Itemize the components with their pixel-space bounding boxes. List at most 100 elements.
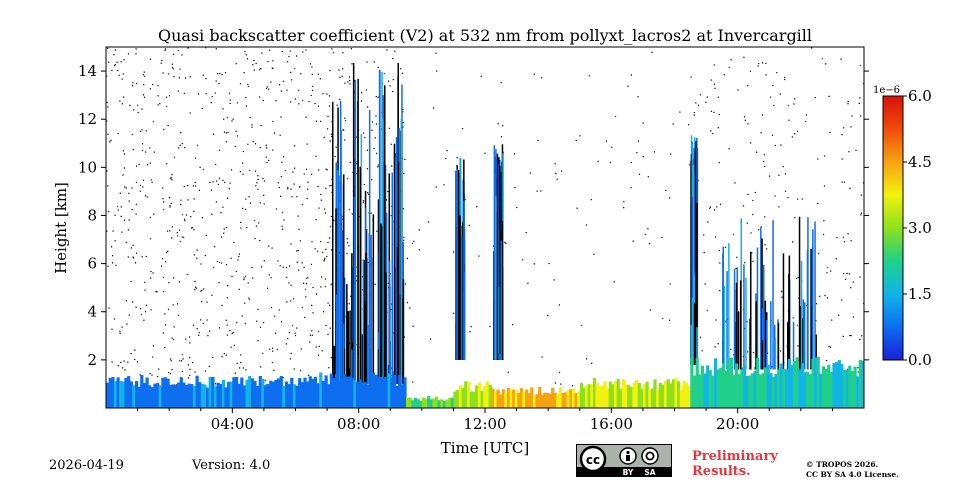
- noise-dot: [585, 224, 587, 226]
- noise-dot: [828, 95, 830, 97]
- noise-dot: [311, 73, 313, 75]
- boundary-layer-cell: [298, 378, 302, 408]
- noise-dot: [376, 230, 378, 232]
- noise-dot: [710, 130, 712, 132]
- noise-dot: [412, 381, 414, 383]
- noise-dot: [168, 95, 171, 97]
- noise-dot: [363, 183, 365, 186]
- boundary-layer-cell: [195, 375, 199, 408]
- cloud-streak: [693, 302, 696, 365]
- noise-dot: [151, 181, 153, 183]
- noise-dot: [818, 252, 820, 254]
- noise-dot: [374, 137, 376, 139]
- noise-dot: [305, 116, 307, 118]
- cloud-streak: [696, 327, 698, 365]
- noise-dot: [527, 282, 529, 284]
- noise-dot: [264, 380, 267, 382]
- noise-dot: [261, 52, 263, 54]
- noise-dot: [597, 160, 599, 162]
- boundary-layer-cell: [732, 374, 736, 408]
- noise-dot: [181, 353, 183, 356]
- cloud-streak: [393, 143, 396, 384]
- boundary-layer-cell: [574, 393, 578, 408]
- cloud-streak: [497, 286, 500, 360]
- noise-dot: [130, 247, 132, 249]
- boundary-layer-cell: [437, 400, 441, 408]
- noise-dot: [835, 258, 837, 260]
- noise-dot: [315, 120, 317, 122]
- x-tick-label: 12:00: [463, 415, 506, 433]
- noise-dot: [311, 66, 313, 68]
- noise-dot: [329, 140, 331, 142]
- noise-dot: [560, 383, 562, 385]
- noise-dot: [199, 166, 201, 168]
- noise-dot: [225, 141, 227, 143]
- boundary-layer-cell: [398, 374, 402, 408]
- noise-dot: [246, 58, 249, 60]
- noise-dot: [194, 185, 197, 187]
- noise-dot: [152, 356, 154, 358]
- noise-dot: [792, 241, 794, 243]
- noise-dot: [712, 133, 714, 135]
- noise-dot: [241, 315, 243, 317]
- noise-dot: [823, 185, 826, 187]
- noise-dot: [371, 121, 374, 123]
- boundary-layer-cell: [237, 383, 241, 408]
- noise-dot: [817, 158, 819, 160]
- noise-dot: [649, 243, 651, 245]
- noise-dot: [230, 257, 232, 259]
- noise-dot: [215, 201, 217, 203]
- noise-dot: [167, 230, 169, 232]
- noise-dot: [318, 169, 320, 171]
- noise-dot: [324, 208, 326, 210]
- boundary-layer-cell: [540, 394, 544, 408]
- noise-dot: [112, 255, 114, 257]
- noise-dot: [319, 78, 321, 80]
- noise-dot: [135, 306, 137, 308]
- noise-dot: [150, 309, 152, 311]
- cc-license-badge[interactable]: cc BY SA: [576, 444, 672, 477]
- noise-dot: [591, 362, 593, 364]
- noise-dot: [306, 143, 308, 145]
- boundary-layer-cell: [416, 399, 420, 408]
- boundary-layer-cell: [411, 400, 415, 408]
- noise-dot: [845, 278, 847, 280]
- noise-dot: [330, 249, 333, 251]
- cloud-streak: [765, 319, 768, 370]
- noise-dot: [251, 266, 253, 268]
- noise-dot: [796, 324, 799, 326]
- noise-dot: [189, 368, 191, 370]
- noise-dot: [744, 262, 746, 264]
- noise-dot: [256, 320, 258, 322]
- noise-dot: [377, 96, 379, 98]
- noise-dot: [333, 219, 335, 221]
- noise-dot: [461, 128, 464, 130]
- noise-dot: [289, 265, 291, 267]
- noise-dot: [282, 80, 284, 82]
- cloud-streak: [495, 195, 497, 360]
- noise-dot: [344, 117, 346, 119]
- noise-dot: [300, 348, 302, 350]
- boundary-layer-cell: [483, 386, 487, 408]
- noise-dot: [190, 216, 192, 218]
- noise-dot: [497, 123, 499, 125]
- noise-dot: [196, 328, 198, 330]
- noise-dot: [265, 144, 267, 146]
- boundary-layer-cell: [842, 369, 847, 408]
- noise-dot: [830, 270, 832, 272]
- noise-dot: [348, 303, 350, 305]
- noise-dot: [593, 253, 595, 255]
- boundary-layer-cell: [556, 394, 560, 408]
- boundary-layer-cell: [190, 384, 194, 408]
- noise-dot: [226, 324, 228, 326]
- noise-dot: [288, 331, 290, 334]
- noise-dot: [778, 206, 780, 208]
- cloud-streak: [396, 247, 399, 384]
- noise-dot: [216, 260, 218, 263]
- noise-dot: [861, 335, 863, 337]
- noise-dot: [826, 297, 829, 299]
- colorbar-tick-label: 0.0: [908, 351, 932, 369]
- boundary-layer-cell: [577, 391, 581, 408]
- boundary-layer-cell: [335, 374, 339, 408]
- boundary-layer-cell: [350, 377, 354, 408]
